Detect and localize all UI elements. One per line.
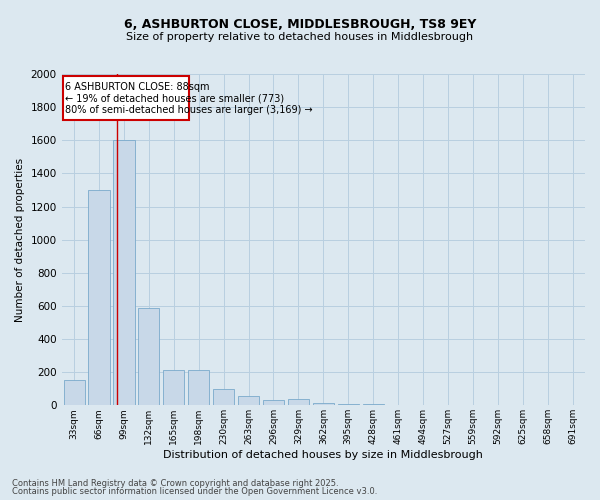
Bar [88,190,110,406]
Bar [313,403,334,406]
Bar [238,396,259,406]
Bar [288,400,309,406]
Bar [213,388,234,406]
Bar [188,370,209,406]
Text: Contains public sector information licensed under the Open Government Licence v3: Contains public sector information licen… [12,487,377,496]
Bar [138,308,160,406]
Text: 80% of semi-detached houses are larger (3,169) →: 80% of semi-detached houses are larger (… [65,106,313,116]
Text: Size of property relative to detached houses in Middlesbrough: Size of property relative to detached ho… [127,32,473,42]
Text: Contains HM Land Registry data © Crown copyright and database right 2025.: Contains HM Land Registry data © Crown c… [12,478,338,488]
FancyBboxPatch shape [63,76,189,120]
Text: ← 19% of detached houses are smaller (773): ← 19% of detached houses are smaller (77… [65,94,284,104]
Bar [64,380,85,406]
Text: 6, ASHBURTON CLOSE, MIDDLESBROUGH, TS8 9EY: 6, ASHBURTON CLOSE, MIDDLESBROUGH, TS8 9… [124,18,476,30]
Y-axis label: Number of detached properties: Number of detached properties [15,158,25,322]
Bar [263,400,284,406]
Bar [338,404,359,406]
Bar [113,140,134,406]
Bar [163,370,184,406]
X-axis label: Distribution of detached houses by size in Middlesbrough: Distribution of detached houses by size … [163,450,483,460]
Text: 6 ASHBURTON CLOSE: 88sqm: 6 ASHBURTON CLOSE: 88sqm [65,82,210,92]
Bar [362,404,384,406]
